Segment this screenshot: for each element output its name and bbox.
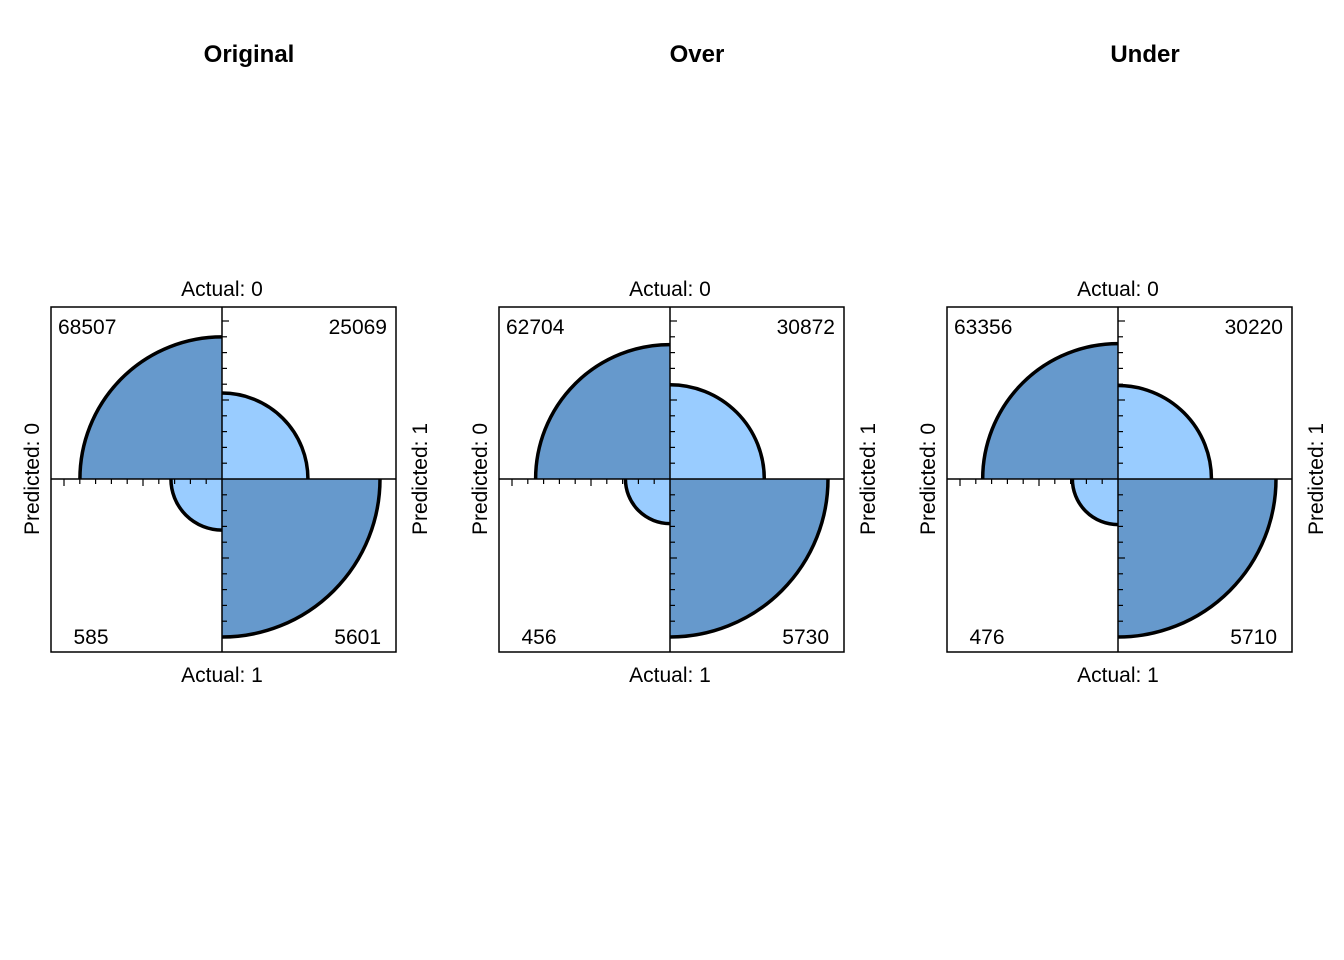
quadrant-actual0_predicted0 bbox=[982, 343, 1118, 479]
count-label-actual0_predicted1: 25069 bbox=[329, 316, 387, 339]
quadrant-actual0_predicted0 bbox=[79, 336, 222, 479]
quadrant-actual1_predicted0 bbox=[625, 479, 670, 524]
quadrant-arc-actual1_predicted1 bbox=[1117, 478, 1278, 639]
quadrant-actual1_predicted0 bbox=[170, 479, 222, 531]
row-label-predicted-1: Predicted: 1 bbox=[1305, 423, 1328, 535]
quadrant-arc-actual0_predicted0 bbox=[78, 335, 223, 480]
fourfold-panel-1: Over 62704 30872 456 5730 Actual: 0 Actual: 1 P… bbox=[469, 41, 880, 687]
column-label-actual-0: Actual: 0 bbox=[181, 278, 263, 301]
column-label-actual-1: Actual: 1 bbox=[181, 664, 263, 687]
column-label-actual-0: Actual: 0 bbox=[1077, 278, 1159, 301]
column-label-actual-1: Actual: 1 bbox=[1077, 664, 1159, 687]
quadrant-arc-actual1_predicted0 bbox=[169, 478, 223, 532]
count-label-actual0_predicted0: 62704 bbox=[506, 316, 565, 339]
quadrant-actual1_predicted1 bbox=[670, 479, 828, 637]
row-label-predicted-1: Predicted: 1 bbox=[857, 423, 880, 535]
quadrant-arc-actual0_predicted1 bbox=[1117, 383, 1214, 480]
row-label-predicted-0: Predicted: 0 bbox=[917, 423, 940, 535]
count-label-actual0_predicted1: 30220 bbox=[1225, 316, 1283, 339]
quadrant-actual1_predicted1 bbox=[1118, 479, 1276, 637]
panel-title: Original bbox=[204, 41, 295, 68]
quadrant-arc-actual1_predicted1 bbox=[669, 478, 830, 639]
count-label-actual1_predicted0: 456 bbox=[521, 626, 556, 649]
fourfold-panel-2: Under 63356 30220 476 5710 Actual: 0 Actual: 1… bbox=[917, 41, 1328, 687]
quadrant-arc-actual0_predicted0 bbox=[980, 341, 1119, 480]
count-label-actual0_predicted1: 30872 bbox=[777, 316, 835, 339]
row-label-predicted-0: Predicted: 0 bbox=[469, 423, 492, 535]
count-label-actual0_predicted0: 68507 bbox=[58, 316, 116, 339]
count-label-actual1_predicted1: 5601 bbox=[334, 626, 381, 649]
fourfold-panel-0: Original 68507 25069 585 5601 Actual: 0 Actual… bbox=[21, 41, 432, 687]
quadrant-actual1_predicted0 bbox=[1072, 479, 1118, 525]
quadrant-arc-actual0_predicted0 bbox=[533, 342, 671, 480]
quadrant-arc-actual1_predicted1 bbox=[221, 478, 382, 639]
count-label-actual1_predicted1: 5730 bbox=[782, 626, 829, 649]
quadrant-arc-actual0_predicted1 bbox=[669, 382, 767, 480]
panel-title: Over bbox=[670, 41, 725, 68]
quadrant-actual0_predicted1 bbox=[222, 393, 308, 479]
count-label-actual0_predicted0: 63356 bbox=[954, 316, 1012, 339]
count-label-actual1_predicted1: 5710 bbox=[1230, 626, 1277, 649]
quadrant-actual0_predicted0 bbox=[535, 344, 670, 479]
quadrant-arc-actual0_predicted1 bbox=[221, 391, 310, 480]
quadrant-actual0_predicted1 bbox=[1118, 385, 1212, 479]
count-label-actual1_predicted0: 476 bbox=[969, 626, 1004, 649]
column-label-actual-1: Actual: 1 bbox=[629, 664, 711, 687]
count-label-actual1_predicted0: 585 bbox=[73, 626, 108, 649]
quadrant-actual1_predicted1 bbox=[222, 479, 380, 637]
quadrant-arc-actual1_predicted0 bbox=[1070, 478, 1119, 527]
quadrant-actual0_predicted1 bbox=[670, 384, 765, 479]
panel-title: Under bbox=[1110, 41, 1179, 68]
row-label-predicted-0: Predicted: 0 bbox=[21, 423, 44, 535]
quadrant-arc-actual1_predicted0 bbox=[623, 478, 671, 526]
column-label-actual-0: Actual: 0 bbox=[629, 278, 711, 301]
row-label-predicted-1: Predicted: 1 bbox=[409, 423, 432, 535]
